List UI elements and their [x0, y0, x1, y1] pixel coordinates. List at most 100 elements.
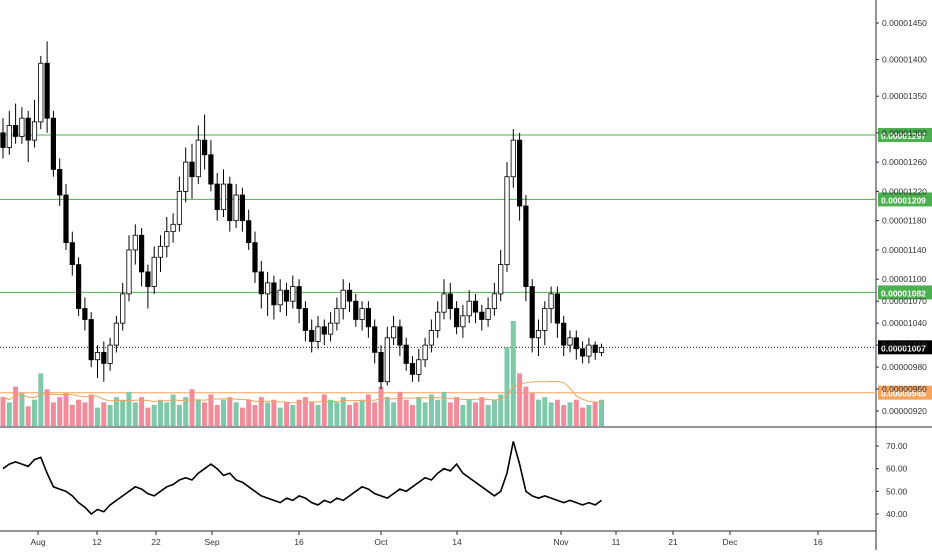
- candle-body: [44, 62, 50, 119]
- candle-body: [346, 289, 353, 302]
- candle-50: [315, 315, 321, 349]
- candle-71: [447, 282, 453, 320]
- oscillator-axis: 70.00 60.00 50.00 40.00: [876, 441, 908, 519]
- candle-body: [271, 282, 277, 306]
- candle-82: [517, 132, 523, 221]
- volume-bar-1: [6, 402, 12, 426]
- volume-bar-86: [542, 397, 548, 426]
- y-tick-label-1: 0.00001400: [882, 55, 927, 65]
- candle-body: [132, 234, 138, 251]
- volume-bar-60: [378, 386, 384, 426]
- volume-bar-66: [416, 397, 422, 426]
- candle-body: [428, 330, 435, 346]
- candle-body: [479, 311, 485, 320]
- level-label-0: 0.00001297: [881, 131, 926, 141]
- candle-85: [535, 319, 542, 357]
- price-axis[interactable]: 0.00001450 0.00001400 0.00001350 0.00001300…: [876, 18, 927, 416]
- candle-21: [132, 224, 138, 265]
- candle-body: [195, 139, 201, 178]
- volume-bar-81: [510, 321, 516, 426]
- candle-60: [378, 345, 384, 390]
- candle-41: [258, 260, 264, 309]
- candle-36: [227, 176, 233, 232]
- volume-bar-12: [76, 399, 82, 426]
- candle-body: [107, 344, 113, 364]
- volume-bar-90: [567, 402, 573, 426]
- volume-bar-6: [38, 373, 44, 426]
- volume-bar-18: [113, 397, 119, 426]
- candle-26: [164, 217, 170, 258]
- x-tick-label-10: Dec: [722, 537, 738, 547]
- candle-body: [422, 344, 428, 361]
- candle-body: [38, 62, 44, 123]
- candle-body: [378, 352, 384, 383]
- candle-body: [101, 352, 107, 364]
- candle-body: [517, 139, 523, 207]
- volume-bar-8: [50, 402, 56, 426]
- candle-body: [598, 346, 605, 353]
- y-tick-label-0: 0.00001450: [882, 18, 927, 28]
- candle-38: [239, 187, 245, 232]
- candle-body: [0, 132, 6, 148]
- volume-bar-37: [233, 402, 239, 426]
- candle-65: [409, 356, 416, 382]
- candle-body: [214, 183, 220, 211]
- candle-90: [567, 330, 573, 353]
- candle-body: [491, 293, 498, 309]
- candle-93: [586, 337, 592, 364]
- volume-bar-29: [183, 397, 189, 426]
- volume-bar-34: [214, 405, 220, 426]
- x-tick-label-7: Nov: [553, 537, 569, 547]
- candle-95: [598, 343, 605, 357]
- candle-body: [435, 311, 441, 331]
- candle-4: [25, 110, 31, 163]
- candle-13: [82, 297, 88, 331]
- candle-body: [586, 344, 592, 357]
- x-tick-label-6: 14: [452, 537, 462, 547]
- volume-bar-24: [151, 405, 157, 426]
- volume-bar-94: [592, 402, 598, 426]
- candle-body: [441, 293, 447, 313]
- candle-body: [113, 322, 119, 346]
- volume-bar-58: [365, 394, 371, 426]
- volume-bar-43: [271, 399, 277, 426]
- candle-body: [403, 344, 409, 364]
- candle-body: [183, 161, 189, 192]
- volume-bar-32: [202, 402, 208, 426]
- candle-19: [120, 282, 126, 331]
- candle-body: [138, 234, 145, 273]
- horizontal-levels: 0.00001297 0.00001209 0.00001082 0.00000945…: [0, 128, 932, 400]
- volume-bar-69: [435, 399, 441, 426]
- candlestick-series: [0, 41, 605, 390]
- candle-2: [12, 103, 19, 144]
- volume-bar-42: [265, 402, 271, 426]
- level-label-bg-2: [878, 285, 932, 300]
- candle-body: [76, 264, 82, 309]
- candle-46: [290, 275, 296, 309]
- candle-75: [472, 293, 479, 324]
- volume-bar-75: [473, 402, 478, 426]
- candle-body: [63, 194, 69, 244]
- candle-73: [460, 304, 466, 338]
- candle-body: [472, 300, 479, 313]
- candle-body: [321, 326, 327, 335]
- x-tick-label-3: Sep: [204, 537, 219, 547]
- candle-35: [220, 169, 227, 217]
- volume-bar-30: [189, 389, 195, 426]
- candle-51: [321, 319, 327, 346]
- candle-88: [554, 286, 561, 338]
- candle-body: [233, 194, 239, 222]
- volume-bar-45: [284, 402, 289, 426]
- candle-body: [340, 289, 346, 309]
- candle-92: [580, 341, 586, 364]
- candle-body: [453, 308, 460, 328]
- candle-body: [466, 300, 472, 317]
- x-tick-label-5: Oct: [374, 537, 388, 547]
- candle-body: [447, 293, 453, 309]
- time-axis[interactable]: Aug 12 22 Sep 16 Oct 14 Nov 11 21 Dec 16: [30, 531, 823, 547]
- candle-17: [107, 337, 113, 371]
- candle-body: [264, 282, 271, 295]
